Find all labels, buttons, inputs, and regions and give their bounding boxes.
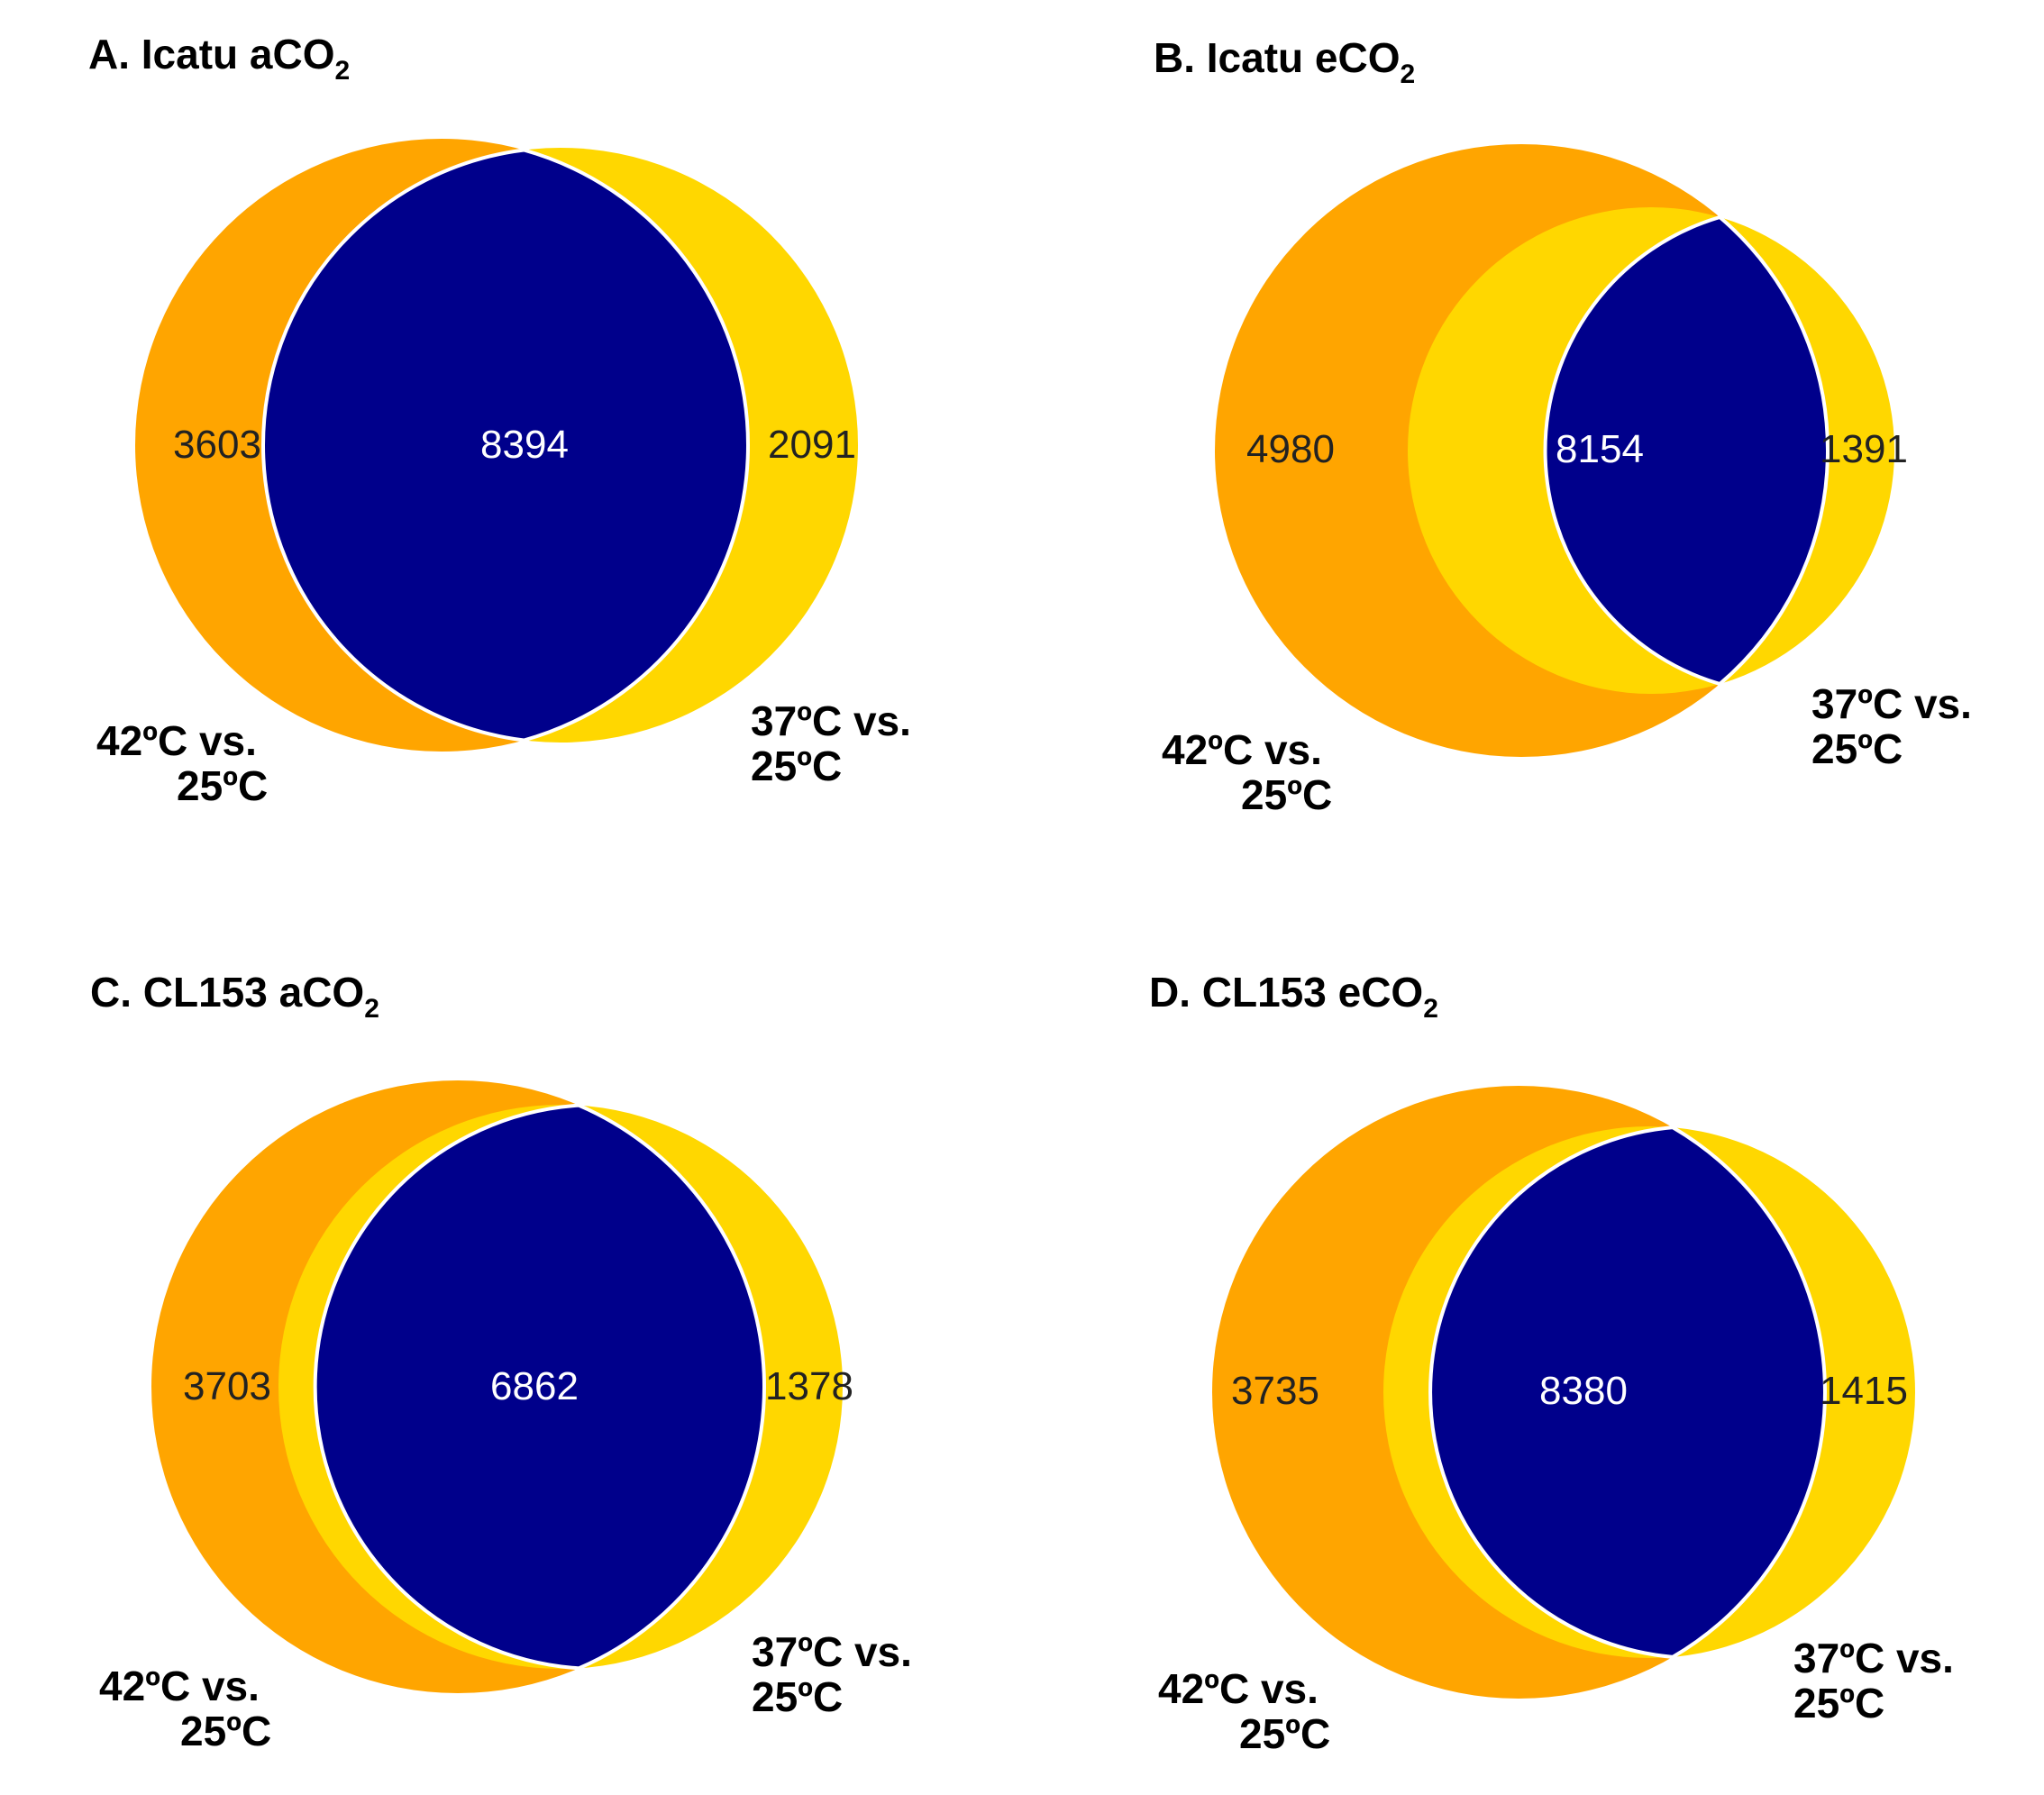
overlap-region xyxy=(261,148,750,743)
right-only-count: 1415 xyxy=(1820,1369,1908,1413)
set-37c-label: 37ºC vs. 25ºC xyxy=(1811,680,1972,772)
set-42c-label: 42ºC vs. 25ºC xyxy=(1158,1665,1330,1757)
set-37c-label: 37ºC vs. 25ºC xyxy=(751,697,911,789)
overlap-count: 6862 xyxy=(490,1364,579,1408)
overlap-count: 8394 xyxy=(480,423,569,467)
overlap-count: 8154 xyxy=(1556,427,1644,471)
set-42c-label: 42ºC vs. 25ºC xyxy=(96,717,268,809)
right-only-count: 2091 xyxy=(768,423,856,467)
overlap-region xyxy=(1428,1125,1827,1659)
venn-panel-c: C. CL153 aCO2 3703 6862 1378 42ºC vs. 25º… xyxy=(90,969,912,1754)
right-only-count: 1391 xyxy=(1820,427,1908,471)
overlap-region xyxy=(313,1103,767,1671)
left-only-count: 4980 xyxy=(1246,427,1335,471)
left-only-count: 3703 xyxy=(183,1364,271,1408)
venn-panel-d: D. CL153 eCO2 3735 8380 1415 42ºC vs. 25º… xyxy=(1149,969,1954,1757)
overlap-region xyxy=(1543,214,1830,687)
overlap-count: 8380 xyxy=(1539,1369,1628,1413)
set-37c-label: 37ºC vs. 25ºC xyxy=(1793,1635,1954,1727)
set-42c-label: 42ºC vs. 25ºC xyxy=(1162,726,1332,818)
set-42c-label: 42ºC vs. 25ºC xyxy=(99,1663,271,1754)
panel-title: B. Icatu eCO2 xyxy=(1154,34,1415,89)
right-only-count: 1378 xyxy=(765,1364,853,1408)
left-only-count: 3603 xyxy=(173,423,261,467)
venn-panel-a: A. Icatu aCO2 3603 8394 2091 42ºC vs. 25º… xyxy=(88,31,911,809)
panel-title: A. Icatu aCO2 xyxy=(88,31,350,86)
venn-panel-b: B. Icatu eCO2 4980 8154 1391 42ºC vs. 25º… xyxy=(1154,34,1972,818)
left-only-count: 3735 xyxy=(1231,1369,1319,1413)
panel-title: C. CL153 aCO2 xyxy=(90,969,379,1024)
set-37c-label: 37ºC vs. 25ºC xyxy=(752,1628,912,1720)
panel-title: D. CL153 eCO2 xyxy=(1149,969,1438,1024)
